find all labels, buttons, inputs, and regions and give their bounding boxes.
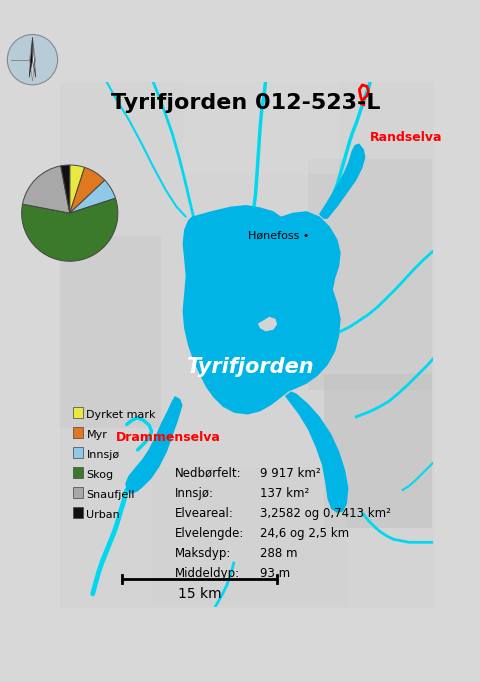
Text: Maksdyp:: Maksdyp: (174, 547, 231, 560)
Bar (184, 82, 338, 174)
Polygon shape (182, 205, 340, 415)
Text: 3,2582 og 0,7413 km²: 3,2582 og 0,7413 km² (260, 507, 390, 520)
Wedge shape (22, 198, 118, 261)
Text: Urban: Urban (86, 510, 120, 520)
Text: Nedbørfelt:: Nedbørfelt: (174, 467, 241, 480)
Text: Myr: Myr (86, 430, 107, 441)
Text: 15 km: 15 km (178, 587, 221, 601)
Polygon shape (257, 316, 276, 331)
Polygon shape (284, 391, 348, 513)
Wedge shape (70, 165, 84, 213)
Text: 288 m: 288 m (260, 547, 297, 560)
Text: Skog: Skog (86, 471, 113, 480)
Text: Tyrifjorden: Tyrifjorden (186, 357, 312, 376)
Text: 93 m: 93 m (260, 567, 289, 580)
Text: Elvelengde:: Elvelengde: (174, 527, 244, 540)
Bar (72, 447, 83, 458)
Text: Drammenselva: Drammenselva (116, 431, 220, 444)
Bar (153, 467, 346, 606)
Text: Innsjø: Innsjø (86, 450, 120, 460)
Bar (72, 507, 83, 518)
Bar (60, 236, 160, 428)
Polygon shape (29, 38, 36, 59)
Text: Dyrket mark: Dyrket mark (86, 411, 156, 420)
Bar (323, 374, 431, 529)
Wedge shape (23, 166, 70, 213)
Polygon shape (125, 396, 182, 494)
Wedge shape (60, 165, 70, 213)
Text: Elveareal:: Elveareal: (174, 507, 233, 520)
Text: Tyrifjorden 012-523-L: Tyrifjorden 012-523-L (111, 93, 380, 113)
Circle shape (7, 35, 58, 85)
Polygon shape (29, 38, 32, 77)
Polygon shape (29, 59, 36, 81)
Text: Hønefoss •: Hønefoss • (247, 231, 309, 241)
Text: 137 km²: 137 km² (260, 487, 309, 500)
Text: Snaufjell: Snaufjell (86, 490, 135, 501)
Bar (72, 467, 83, 477)
Text: 9 917 km²: 9 917 km² (260, 467, 320, 480)
Bar (72, 427, 83, 438)
Text: Middeldyp:: Middeldyp: (174, 567, 240, 580)
Text: Randselva: Randselva (369, 131, 442, 144)
Polygon shape (318, 143, 365, 219)
Wedge shape (70, 180, 115, 213)
Bar (72, 487, 83, 498)
Text: 24,6 og 2,5 km: 24,6 og 2,5 km (260, 527, 348, 540)
Text: Innsjø:: Innsjø: (174, 487, 214, 500)
Polygon shape (32, 38, 36, 77)
Bar (308, 159, 431, 390)
Bar (72, 406, 83, 417)
Wedge shape (70, 167, 105, 213)
